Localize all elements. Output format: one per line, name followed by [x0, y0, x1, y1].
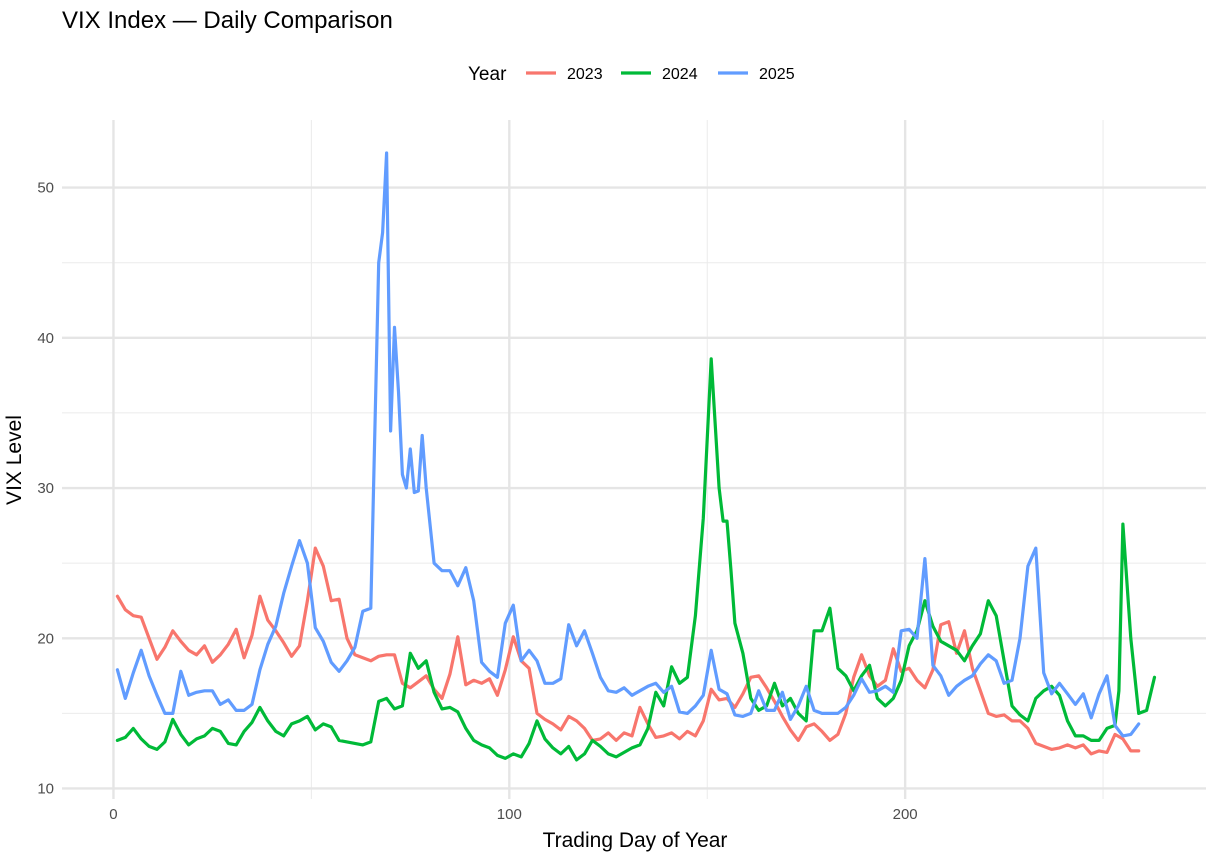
series-line-2024: [115, 357, 1157, 762]
gridlines: [62, 120, 1206, 799]
legend-label-2023: 2023: [567, 66, 603, 83]
legend-label-2025: 2025: [759, 66, 795, 83]
series-lines: [115, 151, 1157, 762]
chart-title: VIX Index — Daily Comparison: [62, 7, 393, 34]
y-tick-label: 40: [37, 330, 54, 347]
x-axis-ticks: 0 100 200: [109, 806, 917, 823]
y-tick-label: 30: [37, 480, 54, 497]
y-axis-title: VIX Level: [3, 415, 26, 505]
x-tick-label: 0: [109, 806, 117, 823]
series-line-2023: [115, 546, 1141, 756]
x-tick-label: 200: [893, 806, 918, 823]
legend-label-2024: 2024: [662, 66, 698, 83]
x-axis-title: Trading Day of Year: [543, 829, 728, 852]
y-axis-ticks: 10 20 30 40 50: [37, 180, 54, 798]
x-tick-label: 100: [497, 806, 522, 823]
y-tick-label: 10: [37, 780, 54, 797]
legend: Year 2023 2024 2025: [468, 64, 795, 85]
legend-title: Year: [468, 64, 507, 85]
series-line-2025: [115, 151, 1141, 738]
y-tick-label: 50: [37, 180, 54, 197]
y-tick-label: 20: [37, 630, 54, 647]
